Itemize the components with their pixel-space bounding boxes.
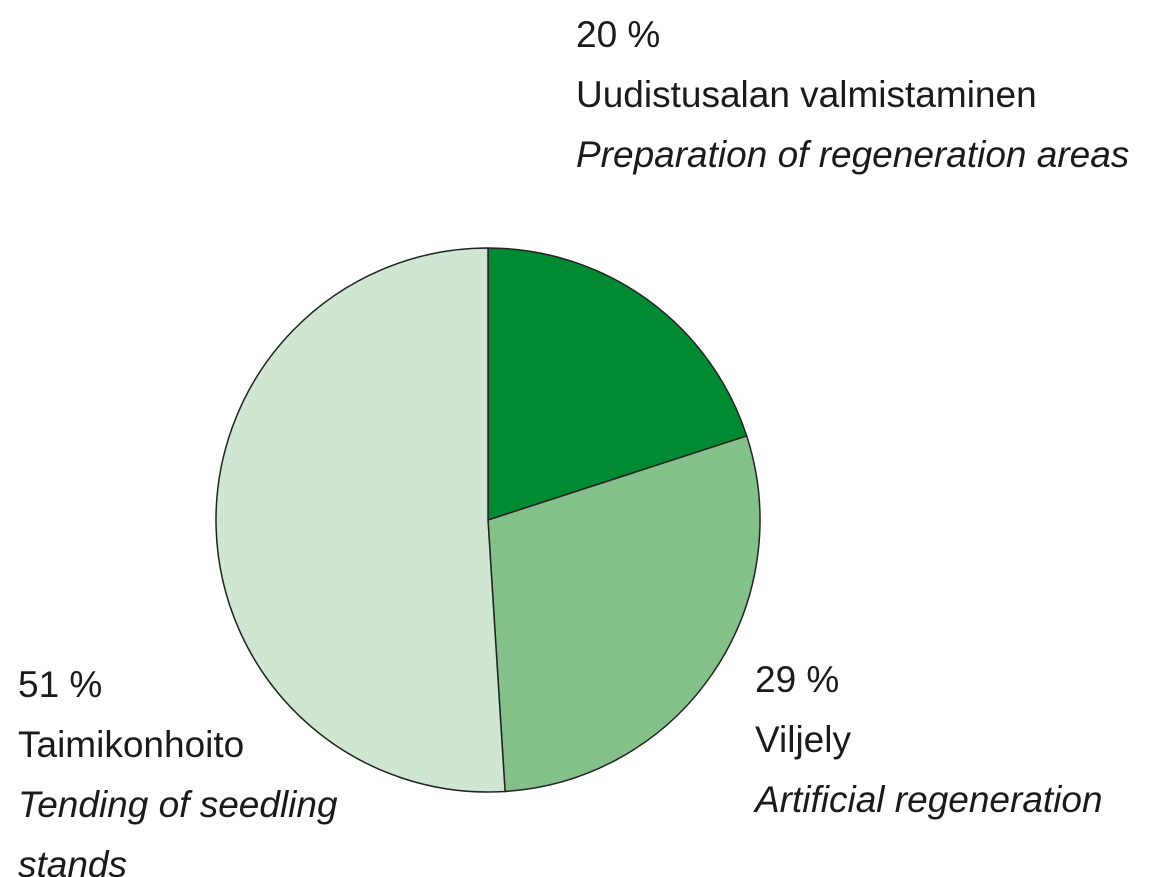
value-label: 20 % bbox=[576, 14, 661, 55]
slice-label: 51 % Taimikonhoito Tending of seedling sta… bbox=[18, 655, 438, 877]
category-label-en: Preparation of regeneration areas bbox=[576, 134, 1130, 175]
pie-slice bbox=[215, 247, 506, 793]
category-label: Viljely bbox=[755, 719, 851, 760]
category-label: Uudistusalan valmistaminen bbox=[576, 74, 1037, 115]
pie-slice bbox=[487, 247, 748, 522]
category-label-en: Tending of seedling stands bbox=[18, 784, 338, 877]
slice-label: 29 % Viljely Artificial regeneration bbox=[755, 650, 1171, 830]
value-label: 29 % bbox=[755, 659, 840, 700]
category-label: Taimikonhoito bbox=[18, 724, 245, 765]
slice-label: 20 % Uudistusalan valmistaminen Preparatio… bbox=[576, 5, 1166, 185]
pie-slice bbox=[487, 435, 761, 793]
value-label: 51 % bbox=[18, 664, 103, 705]
category-label-en: Artificial regeneration bbox=[755, 779, 1103, 820]
